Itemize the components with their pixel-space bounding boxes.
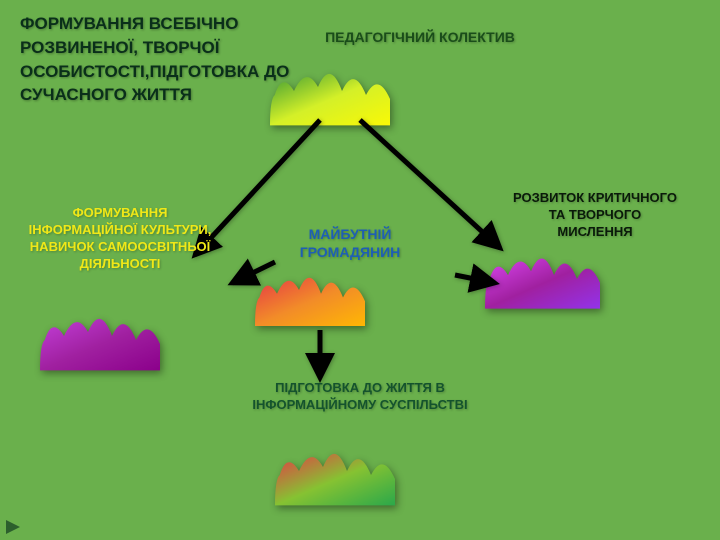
label-pedagog: ПЕДАГОГІЧНИЙ КОЛЕКТИВ xyxy=(320,28,520,46)
label-citizen: МАЙБУТНІЙ ГРОМАДЯНИН xyxy=(270,225,430,261)
fan-info-society xyxy=(275,435,395,515)
fan-info-culture xyxy=(40,300,160,380)
fan-pedagog xyxy=(270,55,390,135)
label-critical: РОЗВИТОК КРИТИЧНОГО ТА ТВОРЧОГО МИСЛЕННЯ xyxy=(510,190,680,241)
label-info-society: ПІДГОТОВКА ДО ЖИТТЯ В ІНФОРМАЦІЙНОМУ СУС… xyxy=(235,380,485,414)
main-title: ФОРМУВАННЯ ВСЕБІЧНО РОЗВИНЕНОЇ, ТВОРЧОЇ … xyxy=(20,12,310,107)
label-info-culture: ФОРМУВАННЯ ІНФОРМАЦІЙНОЇ КУЛЬТУРИ, НАВИЧ… xyxy=(25,205,215,273)
play-icon xyxy=(6,520,20,534)
fan-critical xyxy=(485,240,600,318)
fan-citizen xyxy=(255,260,365,335)
